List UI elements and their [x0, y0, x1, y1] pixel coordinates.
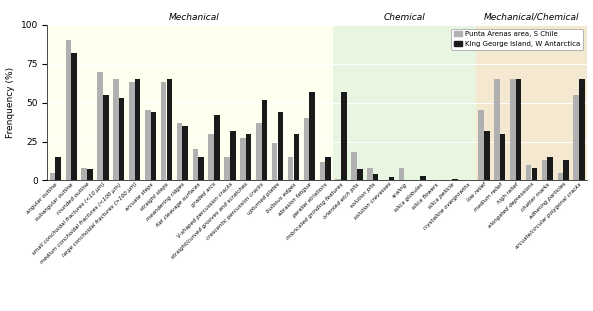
Bar [183, 126, 188, 180]
Bar [526, 165, 531, 180]
Bar [224, 157, 230, 180]
Bar [547, 157, 553, 180]
Bar [145, 110, 151, 180]
Bar [56, 157, 61, 180]
Bar [87, 169, 93, 180]
Bar [579, 79, 585, 180]
Bar [66, 40, 71, 180]
Bar [198, 157, 204, 180]
Bar [500, 134, 505, 180]
Bar [389, 177, 394, 180]
Text: Mechanical: Mechanical [169, 13, 219, 22]
Bar [542, 160, 547, 180]
Bar [161, 82, 167, 180]
Bar [310, 92, 315, 180]
Bar [563, 160, 569, 180]
Bar [333, 25, 476, 180]
Bar [119, 98, 125, 180]
Bar [304, 118, 309, 180]
Bar [129, 82, 135, 180]
Bar [71, 53, 77, 180]
Bar [81, 168, 87, 180]
Text: Mechanical/Chemical: Mechanical/Chemical [484, 13, 579, 22]
Bar [516, 79, 521, 180]
Bar [151, 112, 156, 180]
Bar [341, 92, 347, 180]
Bar [246, 134, 251, 180]
Bar [420, 176, 426, 180]
Bar [336, 179, 341, 180]
Text: Chemical: Chemical [384, 13, 425, 22]
Bar [240, 138, 246, 180]
Bar [262, 100, 267, 180]
Bar [288, 157, 294, 180]
Bar [399, 168, 404, 180]
Bar [510, 79, 515, 180]
Bar [230, 131, 235, 180]
Bar [351, 152, 357, 180]
Bar [97, 72, 103, 180]
Bar [479, 110, 484, 180]
Bar [50, 173, 55, 180]
Bar [367, 168, 373, 180]
Bar [167, 79, 172, 180]
Bar [573, 95, 579, 180]
Legend: Punta Arenas area, S Chile, King George Island, W Antarctica: Punta Arenas area, S Chile, King George … [451, 29, 583, 49]
Bar [135, 79, 141, 180]
Y-axis label: Frenquency (%): Frenquency (%) [6, 67, 15, 138]
Bar [278, 112, 283, 180]
Bar [214, 115, 220, 180]
Bar [326, 157, 331, 180]
Bar [294, 134, 299, 180]
Bar [484, 131, 490, 180]
Bar [452, 179, 458, 180]
Bar [557, 173, 563, 180]
Bar [373, 174, 378, 180]
Bar [320, 162, 325, 180]
Bar [209, 134, 214, 180]
Bar [113, 79, 119, 180]
Bar [177, 123, 182, 180]
Bar [103, 95, 109, 180]
Bar [357, 169, 362, 180]
Bar [494, 79, 500, 180]
Bar [476, 25, 587, 180]
Bar [256, 123, 262, 180]
Bar [531, 168, 537, 180]
Bar [47, 25, 333, 180]
Bar [272, 143, 278, 180]
Bar [193, 149, 198, 180]
